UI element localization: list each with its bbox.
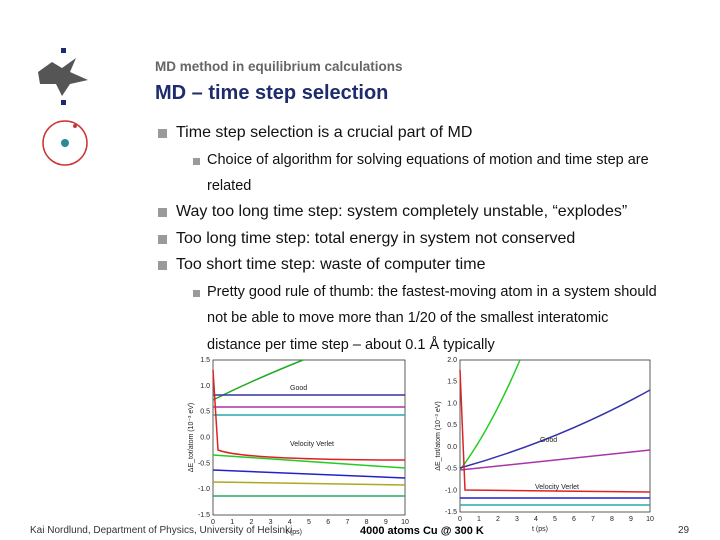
title: MD – time step selection: [155, 82, 389, 104]
bullet-text: Pretty good rule of thumb: the fastest-m…: [207, 284, 657, 353]
x-tick-label: 7: [591, 516, 595, 523]
figure-caption: 4000 atoms Cu @ 300 K: [360, 525, 484, 537]
x-axis-label: t (ps): [286, 529, 302, 536]
y-tick-label: -1.5: [198, 512, 210, 519]
x-tick-label: 9: [629, 516, 633, 523]
bullet-marker: [158, 129, 167, 138]
plot-curve: [212, 481, 406, 486]
y-tick-label: 0.0: [447, 444, 457, 451]
y-tick-label: 2.0: [447, 357, 457, 364]
x-axis-label: t (ps): [532, 526, 548, 533]
x-tick-label: 4: [288, 519, 292, 526]
y-tick-label: 0.5: [447, 422, 457, 429]
x-tick-label: 0: [458, 516, 462, 523]
plot-curve: [459, 359, 521, 471]
x-tick-label: 5: [307, 519, 311, 526]
bullet-marker: [158, 261, 167, 270]
x-tick-label: 3: [269, 519, 273, 526]
y-tick-label: 1.0: [447, 400, 457, 407]
y-tick-label: -0.5: [198, 460, 210, 467]
y-axis-label: ΔE_tot/atom (10⁻³ eV): [435, 401, 442, 470]
y-tick-label: -1.0: [198, 486, 210, 493]
x-tick-label: 2: [249, 519, 253, 526]
bullet-marker: [158, 235, 167, 244]
x-tick-label: 8: [365, 519, 369, 526]
plot-annotation: Velocity Verlet: [535, 484, 579, 491]
x-tick-label: 9: [384, 519, 388, 526]
plot-curve: [459, 449, 651, 471]
plot-annotation: Good: [540, 437, 557, 444]
bullet-text: Way too long time step: system completel…: [176, 203, 628, 220]
bullet-text: Too long time step: total energy in syst…: [176, 230, 576, 247]
x-tick-label: 1: [230, 519, 234, 526]
bullet-text: Too short time step: waste of computer t…: [176, 256, 486, 273]
x-tick-label: 2: [496, 516, 500, 523]
bullet-text: Choice of algorithm for solving equation…: [207, 152, 649, 195]
plot-curve: [459, 389, 651, 469]
plot-curve: [459, 369, 651, 493]
y-tick-label: -0.5: [445, 466, 457, 473]
x-tick-label: 7: [345, 519, 349, 526]
x-tick-label: 6: [326, 519, 330, 526]
x-tick-label: 4: [534, 516, 538, 523]
plot-frame: [212, 359, 406, 516]
y-tick-label: 0.0: [200, 435, 210, 442]
x-tick-label: 1: [477, 516, 481, 523]
bullet-marker: [193, 290, 200, 297]
plot-curve: [212, 369, 406, 461]
plot-curve: [212, 359, 304, 401]
y-tick-label: 1.0: [200, 383, 210, 390]
plot-curve: [212, 469, 406, 479]
plot-annotation: Good: [290, 385, 307, 392]
page-number: 29: [678, 525, 690, 536]
plot-curve: [212, 454, 406, 469]
y-tick-label: -1.5: [445, 509, 457, 516]
x-tick-label: 10: [401, 519, 409, 526]
footer-author: Kai Nordlund, Department of Physics, Uni…: [30, 525, 293, 536]
bullet-marker: [158, 208, 167, 217]
y-tick-label: 1.5: [447, 379, 457, 386]
x-tick-label: 10: [646, 516, 654, 523]
x-tick-label: 3: [515, 516, 519, 523]
x-tick-label: 0: [211, 519, 215, 526]
x-tick-label: 6: [572, 516, 576, 523]
y-tick-label: -1.0: [445, 487, 457, 494]
x-tick-label: 8: [610, 516, 614, 523]
y-tick-label: 0.5: [200, 409, 210, 416]
x-tick-label: 5: [553, 516, 557, 523]
bullet-marker: [193, 158, 200, 165]
bullet-text: Time step selection is a crucial part of…: [176, 124, 473, 141]
logo: [38, 48, 88, 166]
y-tick-label: 1.5: [200, 357, 210, 364]
y-axis-label: ΔE_tot/atom (10⁻³ eV): [188, 403, 195, 472]
plot-annotation: Velocity Verlet: [290, 441, 334, 448]
subtitle: MD method in equilibrium calculations: [155, 59, 403, 74]
